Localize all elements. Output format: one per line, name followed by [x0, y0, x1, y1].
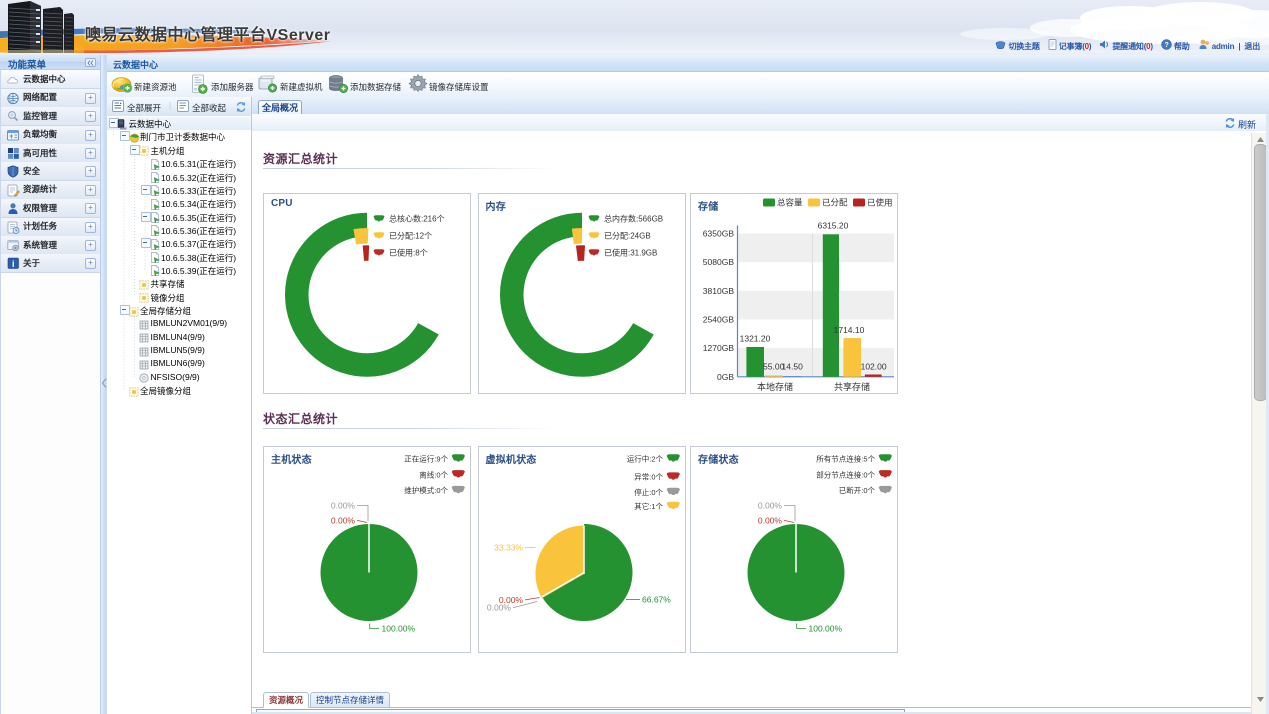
svg-text:0.00%: 0.00%	[498, 594, 523, 604]
svg-text:运行中:2个: 运行中:2个	[626, 453, 663, 463]
svg-text:5080GB: 5080GB	[703, 257, 735, 267]
svg-text:已分配:12个: 已分配:12个	[389, 231, 432, 240]
svg-text:6315.20: 6315.20	[818, 220, 849, 230]
svg-text:0.00%: 0.00%	[331, 515, 356, 525]
svg-text:1321.20: 1321.20	[740, 333, 771, 343]
svg-text:异常:0个: 异常:0个	[634, 472, 663, 481]
svg-text:2540GB: 2540GB	[703, 314, 735, 324]
svg-text:0GB: 0GB	[717, 371, 734, 381]
svg-text:0.00%: 0.00%	[331, 500, 356, 510]
svg-text:离线:0个: 离线:0个	[419, 469, 448, 479]
svg-text:1714.10: 1714.10	[834, 325, 865, 335]
svg-text:已使用:31.9GB: 已使用:31.9GB	[604, 247, 657, 257]
svg-text:已使用:8个: 已使用:8个	[389, 247, 428, 257]
svg-text:已断开:0个: 已断开:0个	[839, 485, 876, 495]
svg-text:33.33%: 33.33%	[494, 542, 523, 552]
svg-text:1270GB: 1270GB	[703, 343, 735, 353]
svg-text:本地存储: 本地存储	[757, 381, 793, 392]
svg-text:3810GB: 3810GB	[703, 285, 735, 295]
svg-text:共享存储: 共享存储	[834, 381, 870, 392]
svg-text:66.67%: 66.67%	[642, 594, 671, 604]
svg-text:6350GB: 6350GB	[703, 228, 735, 238]
svg-text:100.00%: 100.00%	[382, 623, 416, 633]
svg-text:其它:1个: 其它:1个	[634, 500, 663, 510]
svg-text:0.00%: 0.00%	[758, 500, 783, 510]
svg-text:已使用: 已使用	[867, 197, 893, 207]
svg-text:总核心数:216个: 总核心数:216个	[389, 213, 445, 223]
svg-text:正在运行:9个: 正在运行:9个	[404, 453, 448, 463]
svg-text:维护模式:0个: 维护模式:0个	[404, 485, 448, 495]
svg-text:所有节点连接:5个: 所有节点连接:5个	[816, 453, 875, 463]
svg-text:已分配: 已分配	[822, 197, 848, 207]
svg-text:?: ?	[1164, 42, 1168, 49]
svg-text:102.00: 102.00	[861, 361, 887, 371]
svg-text:总内存数:566GB: 总内存数:566GB	[604, 213, 663, 223]
svg-text:已分配:24GB: 已分配:24GB	[604, 231, 651, 240]
svg-text:总容量: 总容量	[777, 197, 803, 207]
svg-text:55.00: 55.00	[763, 361, 785, 371]
svg-text:停止:0个: 停止:0个	[634, 487, 663, 497]
svg-text:部分节点连接:0个: 部分节点连接:0个	[816, 469, 875, 479]
svg-text:i: i	[12, 259, 15, 269]
svg-text:0.00%: 0.00%	[486, 602, 511, 612]
svg-text:0.00%: 0.00%	[758, 515, 783, 525]
svg-text:100.00%: 100.00%	[809, 623, 843, 633]
svg-text:14.50: 14.50	[782, 361, 804, 371]
